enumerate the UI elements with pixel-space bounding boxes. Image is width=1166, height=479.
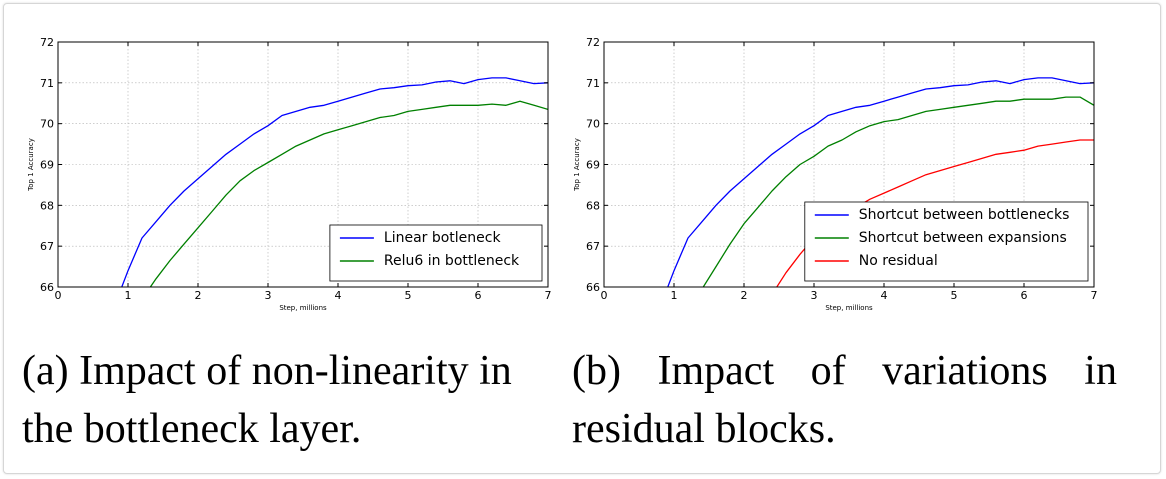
x-tick-label: 7 — [545, 289, 552, 302]
x-tick-label: 1 — [671, 289, 678, 302]
x-tick-label: 4 — [335, 289, 342, 302]
y-tick-label: 67 — [40, 240, 54, 253]
caption-b-word: variations — [882, 348, 1048, 394]
x-tick-label: 2 — [741, 289, 748, 302]
x-tick-label: 0 — [601, 289, 608, 302]
x-axis-label: Step, millions — [825, 304, 873, 312]
x-tick-label: 4 — [881, 289, 888, 302]
caption-a: (a) Impact of non-linearity in the bottl… — [22, 342, 562, 462]
y-tick-label: 72 — [586, 36, 600, 49]
caption-a-line2: the bottleneck layer. — [22, 406, 362, 452]
caption-b-word: in — [1084, 348, 1117, 394]
legend-label: No residual — [859, 253, 938, 269]
legend-label: Shortcut between expansions — [859, 230, 1067, 246]
y-tick-label: 66 — [40, 281, 54, 294]
y-tick-label: 69 — [40, 159, 54, 172]
legend-label: Shortcut between bottlenecks — [859, 207, 1070, 223]
x-tick-label: 7 — [1091, 289, 1098, 302]
series-group — [121, 77, 548, 287]
series-line — [667, 77, 1094, 287]
x-tick-label: 1 — [125, 289, 132, 302]
legend-box — [804, 201, 1089, 282]
y-axis-label: Top 1 Accuracy — [573, 138, 581, 192]
y-tick-label: 71 — [586, 77, 600, 90]
y-tick-label: 72 — [40, 36, 54, 49]
x-tick-label: 0 — [55, 289, 62, 302]
series-line — [702, 96, 1094, 287]
x-tick-label: 3 — [811, 289, 818, 302]
y-tick-label: 70 — [40, 118, 54, 131]
figure-frame — [3, 3, 1161, 474]
y-tick-label: 68 — [40, 199, 54, 212]
series-line — [149, 100, 548, 287]
y-tick-label: 68 — [586, 199, 600, 212]
x-tick-label: 5 — [951, 289, 958, 302]
y-tick-label: 71 — [40, 77, 54, 90]
caption-a-line1: (a) Impact of non-linearity in — [22, 348, 512, 394]
caption-b-word: Impact — [657, 348, 775, 394]
x-tick-label: 2 — [195, 289, 202, 302]
y-tick-label: 66 — [586, 281, 600, 294]
caption-b-line1: (b) Impact of variations in — [572, 342, 1117, 400]
x-tick-label: 5 — [405, 289, 412, 302]
caption-b-word: (b) — [572, 348, 621, 394]
caption-b-word: of — [810, 348, 846, 394]
y-tick-label: 70 — [586, 118, 600, 131]
legend-box — [329, 224, 543, 282]
y-axis-label: Top 1 Accuracy — [27, 138, 35, 192]
x-axis-label: Step, millions — [279, 304, 327, 312]
x-tick-label: 6 — [475, 289, 482, 302]
y-tick-label: 67 — [586, 240, 600, 253]
series-line — [121, 77, 548, 287]
legend-label: Linear botleneck — [384, 230, 502, 246]
y-tick-label: 69 — [586, 159, 600, 172]
x-tick-label: 3 — [265, 289, 272, 302]
caption-b: (b) Impact of variations in residual blo… — [572, 342, 1117, 462]
caption-b-line2: residual blocks. — [572, 406, 836, 452]
x-tick-label: 6 — [1021, 289, 1028, 302]
legend-label: Relu6 in bottleneck — [384, 253, 520, 269]
